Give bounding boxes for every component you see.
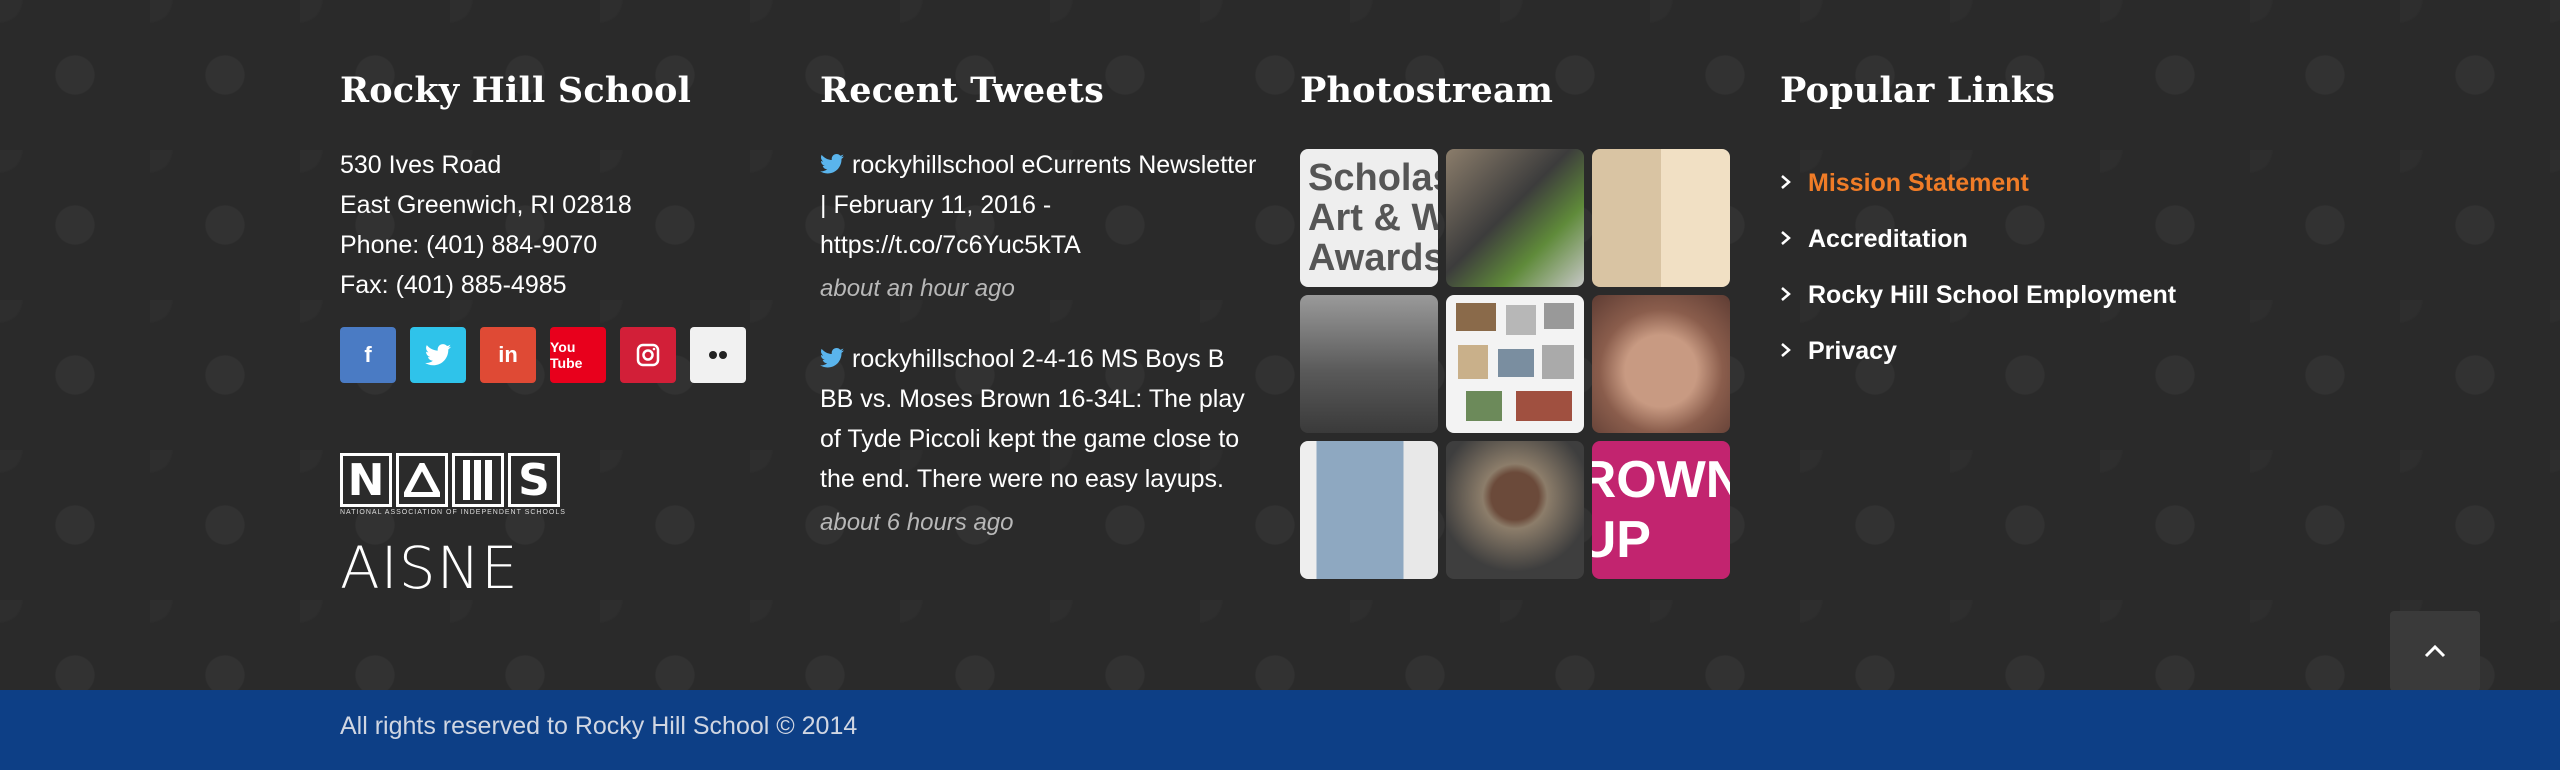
copyright-text: All rights reserved to Rocky Hill School… [340,712,858,740]
link-label: Accreditation [1808,225,1968,253]
tweets-title: Recent Tweets [820,70,1105,111]
flickr-icon[interactable] [690,327,746,383]
chevron-up-icon [2424,644,2446,658]
link-label: Privacy [1808,337,1897,365]
link-accreditation[interactable]: Accreditation [1780,211,2220,267]
photo-thumbnail[interactable] [1300,441,1438,579]
photo-thumbnail[interactable] [1300,295,1438,433]
nais-subtitle: NATIONAL ASSOCIATION OF INDEPENDENT SCHO… [340,509,566,516]
chevron-right-icon [1780,267,1808,323]
school-title: Rocky Hill School [340,70,692,111]
address-line-city: East Greenwich, RI 02818 [340,191,632,219]
address-line-phone: Phone: (401) 884-9070 [340,231,598,259]
link-employment[interactable]: Rocky Hill School Employment [1780,267,2220,323]
nais-letter-s: S [508,453,560,507]
photostream-title: Photostream [1300,70,1554,111]
link-mission-statement[interactable]: Mission Statement [1780,155,2220,211]
twitter-bird-icon [820,146,844,186]
photo-thumbnail[interactable] [1592,149,1730,287]
school-info-column: Rocky Hill School 530 Ives Road East Gre… [340,70,760,602]
back-to-top-button[interactable] [2390,611,2480,691]
chevron-right-icon [1780,211,1808,267]
nais-letter-a [396,453,448,507]
chevron-right-icon [1780,323,1808,379]
chevron-right-icon [1780,155,1808,211]
tweet-text[interactable]: rockyhillschool eCurrents Newsletter | F… [820,151,1257,259]
photo-thumbnail[interactable]: Scholas Art & W Awards [1300,149,1438,287]
nais-letter-i [452,453,504,507]
popular-links-column: Popular Links Mission Statement Accredit… [1780,70,2220,395]
address-line-fax: Fax: (401) 885-4985 [340,271,567,299]
photo-thumbnail[interactable] [1446,149,1584,287]
facebook-icon[interactable]: f [340,327,396,383]
site-footer: Rocky Hill School 530 Ives Road East Gre… [340,70,2480,691]
address-line-street: 530 Ives Road [340,151,502,179]
accreditation-logos: N S NATIONAL ASSOCIATION OF INDEPENDENT … [340,453,760,602]
nais-letter-n: N [340,453,392,507]
social-links: f in You Tube [340,327,760,383]
tweet-time[interactable]: about an hour ago [820,275,1015,302]
youtube-icon[interactable]: You Tube [550,327,606,383]
instagram-icon[interactable] [620,327,676,383]
tweet-time[interactable]: about 6 hours ago [820,509,1014,536]
school-address: 530 Ives Road East Greenwich, RI 02818 P… [340,145,760,305]
tweet-text[interactable]: rockyhillschool 2-4-16 MS Boys B BB vs. … [820,345,1245,493]
tweet-item: rockyhillschool eCurrents Newsletter | F… [820,145,1260,309]
link-label: Rocky Hill School Employment [1808,281,2177,309]
link-label: Mission Statement [1808,169,2029,197]
tweet-item: rockyhillschool 2-4-16 MS Boys B BB vs. … [820,339,1260,543]
aisne-logo[interactable]: AISNE [340,534,519,602]
photo-thumbnail[interactable] [1446,441,1584,579]
nais-logo[interactable]: N S [340,453,760,507]
recent-tweets-column: Recent Tweets rockyhillschool eCurrents … [820,70,1260,543]
popular-links-title: Popular Links [1780,70,2056,111]
copyright-bar: All rights reserved to Rocky Hill School… [0,690,2560,770]
photo-thumbnail[interactable]: ROWN UP [1592,441,1730,579]
photostream-column: Photostream Scholas Art & W Awards [1300,70,1740,579]
popular-links-list: Mission Statement Accreditation Rocky Hi… [1780,155,2220,379]
twitter-icon[interactable] [410,327,466,383]
link-privacy[interactable]: Privacy [1780,323,2220,379]
photo-thumbnail[interactable] [1446,295,1584,433]
footer-background-pattern [0,0,2560,690]
twitter-bird-icon [820,340,844,380]
linkedin-icon[interactable]: in [480,327,536,383]
photo-grid: Scholas Art & W Awards ROWN UP [1300,149,1740,579]
photo-thumbnail[interactable] [1592,295,1730,433]
